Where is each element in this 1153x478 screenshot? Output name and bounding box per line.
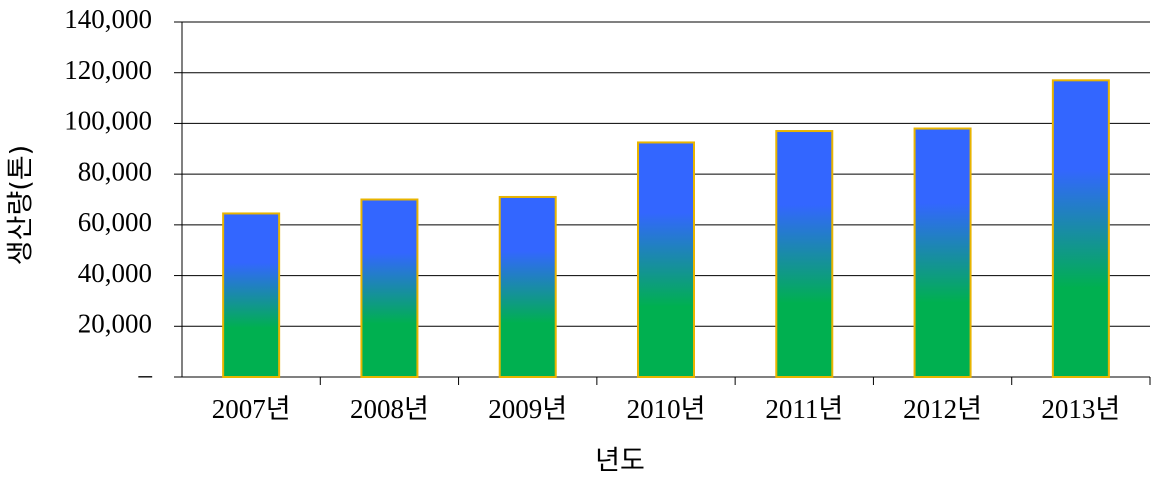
bar <box>1051 79 1110 378</box>
y-tick-label: – <box>138 359 153 389</box>
x-tick-label: 2011년 <box>765 394 843 424</box>
y-tick-label: 140,000 <box>64 4 152 34</box>
bar <box>775 130 834 378</box>
y-tick-label: 80,000 <box>78 156 152 186</box>
bar <box>360 198 419 378</box>
x-tick-label: 2008년 <box>350 394 429 424</box>
y-tick-label: 20,000 <box>78 308 152 338</box>
x-tick-label: 2007년 <box>212 394 291 424</box>
y-tick-label: 100,000 <box>64 106 152 136</box>
y-tick-label: 40,000 <box>78 258 152 288</box>
y-tick-label: 120,000 <box>64 55 152 85</box>
x-axis-title: 년도 <box>595 446 645 477</box>
y-axis-title: 생산량(톤) <box>6 145 37 265</box>
bar <box>222 212 281 378</box>
x-tick-label: 2013년 <box>1041 394 1120 424</box>
y-tick-label: 60,000 <box>78 207 152 237</box>
x-tick-label: 2010년 <box>627 394 706 424</box>
x-tick-label: 2009년 <box>488 394 567 424</box>
bar <box>637 141 695 378</box>
x-tick-label: 2012년 <box>903 394 982 424</box>
bar <box>498 195 557 378</box>
bar <box>913 127 972 378</box>
